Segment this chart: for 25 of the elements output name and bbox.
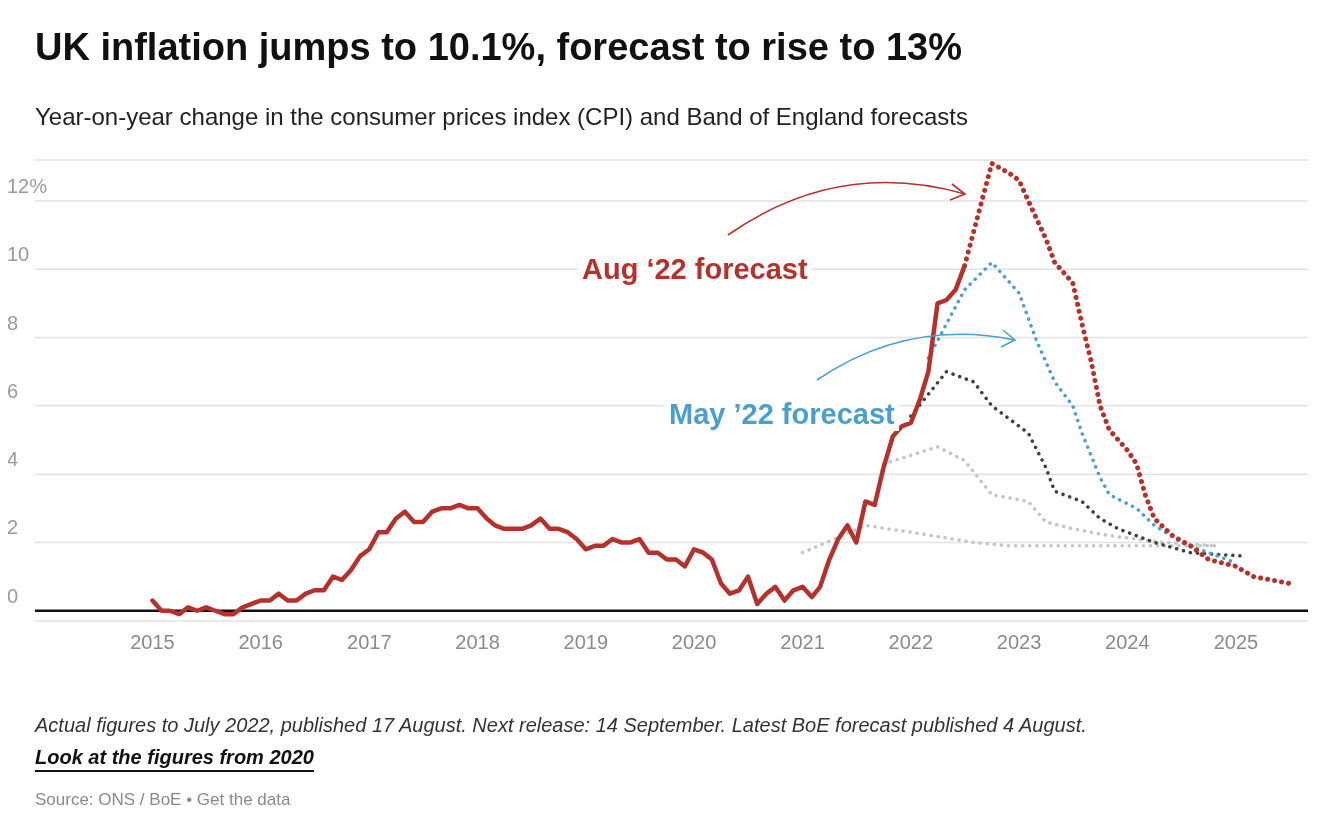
chart-title: UK inflation jumps to 10.1%, forecast to rise to 13% xyxy=(35,26,962,69)
x-tick-label: 2015 xyxy=(130,631,175,654)
text: Aug ‘22 forecast xyxy=(578,253,812,286)
x-tick-label: 2024 xyxy=(1105,631,1150,654)
x-tick-label: 2018 xyxy=(455,631,500,654)
y-tick-label: 10 xyxy=(7,243,30,266)
x-tick-label: 2023 xyxy=(996,631,1042,654)
x-tick-label: 2017 xyxy=(347,631,392,654)
y-tick-label: 4 xyxy=(7,448,19,471)
y-tick-label: 0 xyxy=(7,584,19,607)
y-tick-label: 12% xyxy=(7,174,48,197)
y-tick-label: 6 xyxy=(7,379,19,402)
text: Look at the figures from 2020 xyxy=(35,746,314,769)
x-tick-label: 2022 xyxy=(888,631,934,654)
y-tick-label: 2 xyxy=(7,516,19,539)
series-label: May ’22 forecast xyxy=(665,398,899,431)
source-note: Source: ONS / BoE • Get the data xyxy=(35,790,291,810)
x-tick-label: 2020 xyxy=(671,631,717,654)
x-tick-label: 2025 xyxy=(1213,631,1259,654)
x-tick-label: 2021 xyxy=(780,631,825,654)
x-tick-label: 2016 xyxy=(238,631,283,654)
text: Actual figures to July 2022, published 17 August. Next release: 14 September. Latest BoE forecast published 4 August. xyxy=(35,714,1087,737)
y-tick-label: 8 xyxy=(7,311,19,334)
chart-subtitle: Year-on-year change in the consumer prices index (CPI) and Band of England forecasts xyxy=(35,103,968,131)
x-tick-label: 2019 xyxy=(563,631,609,654)
